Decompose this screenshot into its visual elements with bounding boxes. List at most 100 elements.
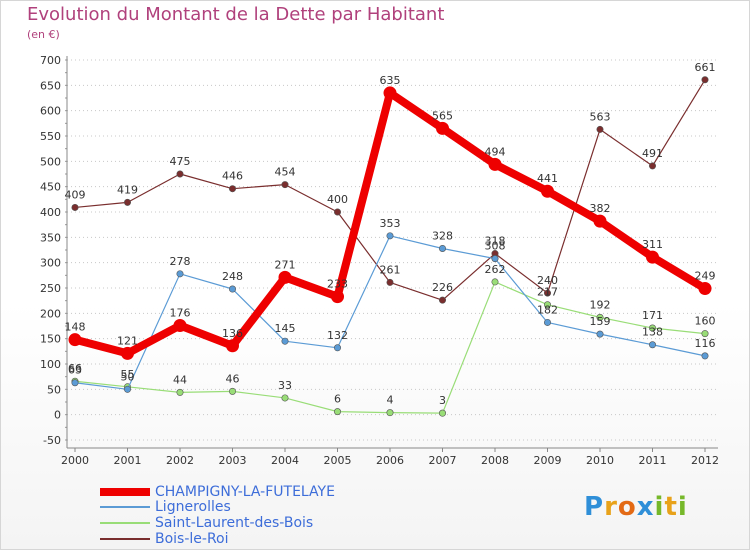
data-point xyxy=(124,198,132,206)
logo-letter: r xyxy=(604,492,618,522)
data-point xyxy=(229,387,237,395)
logo-letter: o xyxy=(617,492,637,522)
x-tick-label: 2007 xyxy=(429,454,457,467)
data-point xyxy=(71,379,79,387)
data-label: 3 xyxy=(439,394,446,407)
x-tick-label: 2011 xyxy=(639,454,667,467)
data-label: 160 xyxy=(695,315,716,328)
grid-lines xyxy=(67,59,718,441)
series-lines xyxy=(68,76,712,417)
data-label: 46 xyxy=(226,372,240,385)
data-label: 311 xyxy=(642,238,663,251)
x-tick-label: 2010 xyxy=(586,454,614,467)
legend-label: Lignerolles xyxy=(155,499,231,515)
data-label: 116 xyxy=(695,337,716,350)
data-point xyxy=(386,278,394,286)
data-label: 248 xyxy=(222,270,243,283)
x-tick-label: 2005 xyxy=(324,454,352,467)
y-tick-label: 300 xyxy=(40,257,61,270)
data-label: 138 xyxy=(642,326,663,339)
data-point xyxy=(543,318,551,326)
data-point xyxy=(701,330,709,338)
data-label: 409 xyxy=(65,188,86,201)
data-label: 278 xyxy=(170,255,191,268)
legend-swatch xyxy=(100,488,150,496)
y-tick-label: 650 xyxy=(40,79,61,92)
data-point xyxy=(278,270,292,284)
logo-letter: x xyxy=(636,492,655,522)
y-tick-label: 600 xyxy=(40,105,61,118)
legend-swatch xyxy=(100,506,150,508)
logo-letter: P xyxy=(584,492,605,522)
x-tick-label: 2006 xyxy=(376,454,404,467)
data-label: 454 xyxy=(275,166,296,179)
data-point xyxy=(229,185,237,193)
data-label: 262 xyxy=(485,263,506,276)
data-label: 491 xyxy=(642,147,663,160)
data-point xyxy=(173,318,187,332)
data-label: 661 xyxy=(695,61,716,74)
data-label: 308 xyxy=(485,240,506,253)
data-label: 148 xyxy=(65,321,86,334)
data-point xyxy=(176,270,184,278)
data-point xyxy=(436,121,449,135)
data-label: 182 xyxy=(537,303,558,316)
data-label: 635 xyxy=(380,74,401,87)
data-point xyxy=(596,125,604,133)
data-point xyxy=(438,244,446,252)
data-label: 171 xyxy=(642,309,663,322)
x-tick-label: 2001 xyxy=(114,454,142,467)
data-point xyxy=(701,352,709,360)
data-point xyxy=(648,341,656,349)
chart-title: Evolution du Montant de la Dette par Hab… xyxy=(27,4,445,25)
chart-subtitle: (en €) xyxy=(27,28,60,41)
data-point xyxy=(488,157,502,171)
x-tick-label: 2000 xyxy=(61,454,89,467)
y-tick-label: 400 xyxy=(40,206,61,219)
data-label: 6 xyxy=(334,393,341,406)
y-tick-label: 250 xyxy=(40,282,61,295)
y-tick-label: 350 xyxy=(40,231,61,244)
data-label: 145 xyxy=(275,322,296,335)
axes: 7006506005505004504003503002502001501005… xyxy=(40,54,719,467)
data-label: 192 xyxy=(590,298,611,311)
legend-label: CHAMPIGNY-LA-FUTELAYE xyxy=(155,484,335,500)
legend-swatch xyxy=(100,522,150,524)
y-tick-label: 100 xyxy=(40,358,61,371)
data-point xyxy=(229,285,237,293)
data-point xyxy=(281,181,289,189)
data-label: 271 xyxy=(275,258,296,271)
data-point xyxy=(386,232,394,240)
data-label: 419 xyxy=(117,183,138,196)
data-point xyxy=(543,301,551,309)
data-point xyxy=(281,337,289,345)
y-tick-label: 200 xyxy=(40,307,61,320)
data-point xyxy=(541,184,554,198)
data-label: 563 xyxy=(590,110,611,123)
data-label: 475 xyxy=(170,155,191,168)
data-label: 446 xyxy=(222,170,243,183)
data-label: 63 xyxy=(68,364,82,377)
data-label: 565 xyxy=(432,109,453,122)
data-label: 176 xyxy=(170,306,191,319)
data-point xyxy=(333,344,341,352)
data-label: 494 xyxy=(485,145,506,158)
data-point xyxy=(176,170,184,178)
data-label: 217 xyxy=(537,286,558,299)
x-tick-label: 2009 xyxy=(534,454,562,467)
x-tick-label: 2003 xyxy=(219,454,247,467)
x-tick-label: 2012 xyxy=(691,454,719,467)
data-label: 66 xyxy=(68,362,82,375)
y-tick-label: 500 xyxy=(40,155,61,168)
data-point xyxy=(491,278,499,286)
x-tick-label: 2004 xyxy=(271,454,299,467)
legend-label: Saint-Laurent-des-Bois xyxy=(155,515,314,531)
data-point xyxy=(226,339,239,353)
data-point xyxy=(596,330,604,338)
data-point xyxy=(596,313,604,321)
y-tick-label: 450 xyxy=(40,181,61,194)
data-point xyxy=(491,255,499,263)
data-labels: 148 121 176 136 271 233 635 565 494 441 382 311 249 6… xyxy=(65,61,716,407)
proxiti-logo: Proxiti xyxy=(584,492,688,522)
data-point xyxy=(124,385,132,393)
